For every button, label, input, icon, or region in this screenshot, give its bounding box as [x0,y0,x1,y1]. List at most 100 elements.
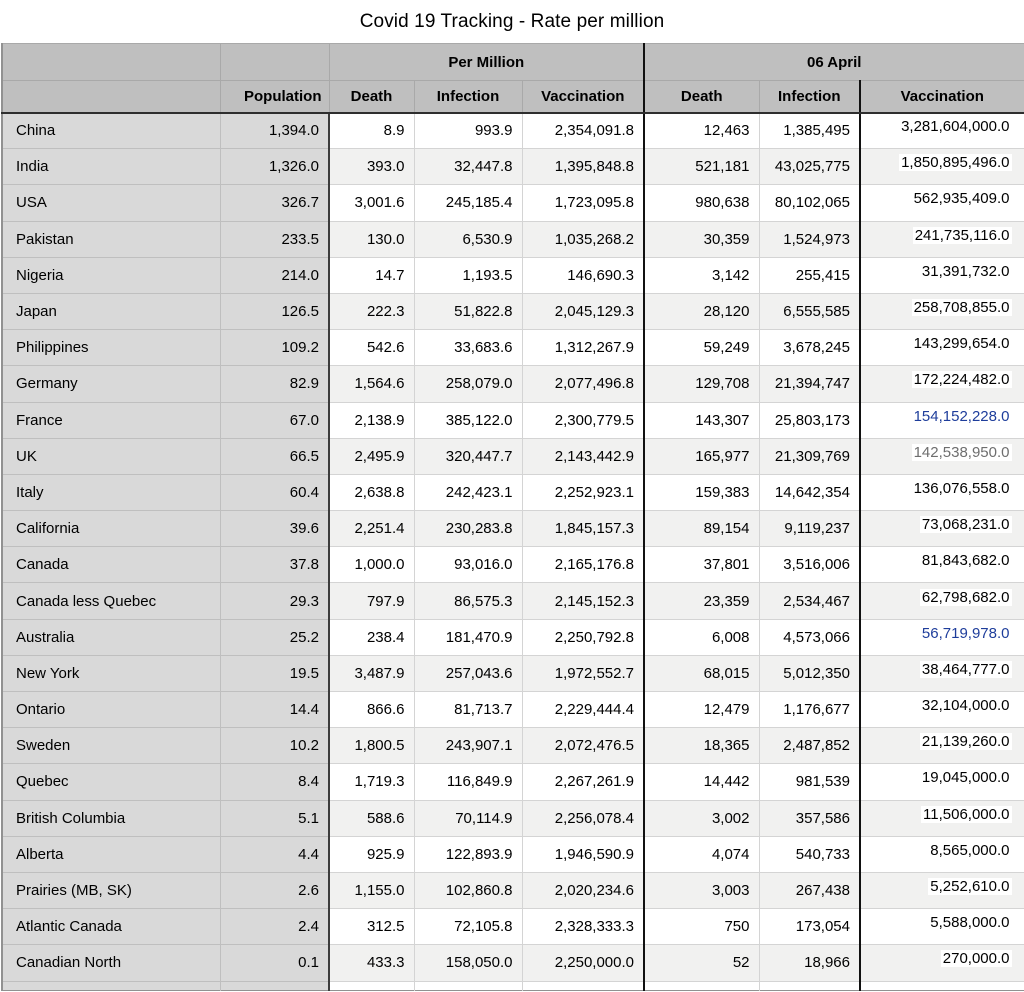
cell-pm-infection[interactable]: 245,185.4 [413,184,523,222]
cell-population[interactable]: 37.8 [219,546,330,584]
cell-population[interactable]: 326.7 [219,184,330,222]
cell-pm-death[interactable]: 1,800.5 [328,727,415,765]
cell-pm-vaccination[interactable]: 1,395,848.8 [521,148,645,186]
cell-apr-infection[interactable]: 255,415 [758,256,861,294]
cell-pm-death[interactable]: 3,487.9 [328,654,415,693]
cell-pm-vaccination[interactable]: 2,077,496.8 [521,365,645,403]
cell-apr-vaccination[interactable]: 136,076,558.0 [859,473,1024,512]
cell-apr-death[interactable]: 521,181 [643,148,760,186]
cell-apr-infection[interactable]: 3,516,006 [758,546,861,584]
cell-apr-infection[interactable]: 1,385,495 [758,111,861,150]
cell-apr-infection[interactable]: 9,119,237 [758,510,861,548]
cell-population[interactable]: 14.4 [219,690,330,729]
cell-pm-vaccination[interactable]: 2,045,129.3 [521,292,645,331]
cell-apr-vaccination[interactable]: 258,708,855.0 [859,292,1024,331]
cell-pm-infection[interactable]: 6,530.9 [413,220,523,258]
cell-region-name[interactable]: Germany [1,365,221,403]
cell-pm-vaccination[interactable]: 1,972,552.7 [521,654,645,693]
cell-pm-death[interactable]: 866.6 [328,690,415,729]
cell-region-name[interactable]: India [1,148,221,186]
cell-apr-vaccination[interactable]: 172,224,482.0 [859,365,1024,403]
cell-apr-death[interactable]: 6,008 [643,618,760,656]
empty-cell[interactable] [1,980,221,990]
group-header-per-million[interactable]: Per Million [328,43,645,81]
cell-pm-vaccination[interactable]: 1,312,267.9 [521,329,645,367]
cell-pm-vaccination[interactable]: 2,072,476.5 [521,727,645,765]
cell-apr-infection[interactable]: 25,803,173 [758,401,861,439]
cell-region-name[interactable]: Sweden [1,727,221,765]
cell-pm-vaccination[interactable]: 2,328,333.3 [521,908,645,946]
cell-apr-infection[interactable]: 2,487,852 [758,727,861,765]
cell-apr-vaccination[interactable]: 73,068,231.0 [859,510,1024,548]
cell-apr-infection[interactable]: 3,678,245 [758,329,861,367]
cell-pm-death[interactable]: 393.0 [328,148,415,186]
cell-apr-death[interactable]: 12,463 [643,111,760,150]
cell-apr-vaccination[interactable]: 21,139,260.0 [859,727,1024,765]
corner-cell[interactable] [219,43,330,81]
cell-apr-death[interactable]: 28,120 [643,292,760,331]
cell-population[interactable]: 109.2 [219,329,330,367]
empty-cell[interactable] [521,980,645,990]
cell-pm-death[interactable]: 3,001.6 [328,184,415,222]
cell-pm-death[interactable]: 222.3 [328,292,415,331]
cell-apr-death[interactable]: 4,074 [643,835,760,873]
cell-population[interactable]: 19.5 [219,654,330,693]
cell-apr-death[interactable]: 159,383 [643,473,760,512]
cell-pm-death[interactable]: 797.9 [328,582,415,620]
cell-population[interactable]: 60.4 [219,473,330,512]
cell-pm-vaccination[interactable]: 146,690.3 [521,256,645,294]
cell-population[interactable]: 39.6 [219,510,330,548]
cell-apr-infection[interactable]: 6,555,585 [758,292,861,331]
cell-region-name[interactable]: Atlantic Canada [1,908,221,946]
cell-apr-infection[interactable]: 21,309,769 [758,437,861,475]
cell-pm-infection[interactable]: 230,283.8 [413,510,523,548]
cell-pm-vaccination[interactable]: 2,020,234.6 [521,871,645,910]
cell-pm-vaccination[interactable]: 2,250,792.8 [521,618,645,656]
cell-pm-death[interactable]: 130.0 [328,220,415,258]
cell-apr-death[interactable]: 89,154 [643,510,760,548]
cell-apr-infection[interactable]: 4,573,066 [758,618,861,656]
cell-apr-death[interactable]: 750 [643,908,760,946]
col-header-population[interactable]: Population [219,80,330,114]
cell-apr-infection[interactable]: 173,054 [758,908,861,946]
cell-population[interactable]: 29.3 [219,582,330,620]
empty-cell[interactable] [758,980,861,990]
cell-pm-infection[interactable]: 158,050.0 [413,944,523,982]
cell-apr-vaccination[interactable]: 143,299,654.0 [859,329,1024,367]
cell-pm-death[interactable]: 433.3 [328,944,415,982]
cell-apr-death[interactable]: 143,307 [643,401,760,439]
cell-apr-infection[interactable]: 1,176,677 [758,690,861,729]
cell-pm-death[interactable]: 1,155.0 [328,871,415,910]
cell-pm-infection[interactable]: 181,470.9 [413,618,523,656]
cell-pm-death[interactable]: 2,138.9 [328,401,415,439]
cell-region-name[interactable]: Quebec [1,763,221,801]
cell-apr-death[interactable]: 3,142 [643,256,760,294]
cell-apr-infection[interactable]: 267,438 [758,871,861,910]
cell-population[interactable]: 82.9 [219,365,330,403]
cell-pm-vaccination[interactable]: 2,165,176.8 [521,546,645,584]
cell-apr-death[interactable]: 68,015 [643,654,760,693]
cell-pm-infection[interactable]: 243,907.1 [413,727,523,765]
col-header-pm-vaccination[interactable]: Vaccination [521,80,645,114]
cell-apr-death[interactable]: 129,708 [643,365,760,403]
cell-apr-vaccination[interactable]: 241,735,116.0 [859,220,1024,258]
cell-region-name[interactable]: Alberta [1,835,221,873]
cell-apr-vaccination[interactable]: 3,281,604,000.0 [859,111,1024,150]
col-header-pm-death[interactable]: Death [328,80,415,114]
cell-apr-death[interactable]: 59,249 [643,329,760,367]
cell-pm-vaccination[interactable]: 2,145,152.3 [521,582,645,620]
cell-pm-infection[interactable]: 32,447.8 [413,148,523,186]
cell-apr-vaccination[interactable]: 5,252,610.0 [859,871,1024,910]
cell-apr-death[interactable]: 37,801 [643,546,760,584]
cell-apr-vaccination[interactable]: 31,391,732.0 [859,256,1024,294]
cell-pm-vaccination[interactable]: 2,267,261.9 [521,763,645,801]
cell-region-name[interactable]: Pakistan [1,220,221,258]
cell-pm-infection[interactable]: 81,713.7 [413,690,523,729]
cell-region-name[interactable]: Nigeria [1,256,221,294]
cell-pm-death[interactable]: 238.4 [328,618,415,656]
cell-apr-death[interactable]: 18,365 [643,727,760,765]
cell-region-name[interactable]: British Columbia [1,799,221,837]
col-header-apr-death[interactable]: Death [643,80,760,114]
cell-apr-infection[interactable]: 18,966 [758,944,861,982]
cell-population[interactable]: 8.4 [219,763,330,801]
